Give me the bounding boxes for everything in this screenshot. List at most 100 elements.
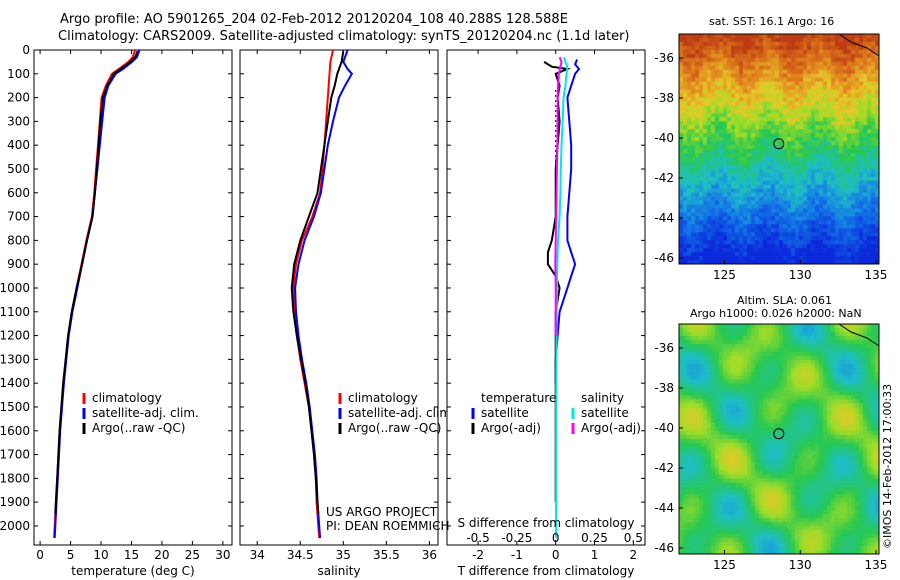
sst_map-cell (723, 152, 728, 158)
sst_map-cell (771, 45, 776, 51)
sst_map-cell (863, 89, 868, 94)
sst_map-cell (835, 172, 840, 178)
sst_map-cell (703, 224, 708, 229)
sla_map-cell (803, 367, 808, 372)
sst_map-cell (787, 212, 792, 217)
sla_map-cell (815, 391, 820, 396)
sst_map-cell (835, 156, 840, 162)
sst_map-cell (755, 61, 760, 67)
sst_map-cell (831, 109, 836, 114)
sst_map-cell (831, 81, 836, 86)
sla_map-cell (847, 407, 852, 412)
sst_map-cell (711, 236, 716, 241)
sst_map-cell (719, 81, 724, 86)
sst_map-cell (811, 220, 816, 225)
sla_map-cell (711, 363, 716, 368)
sst_map-cell (775, 200, 780, 205)
sla_map-cell (807, 351, 812, 357)
sla_map-cell (699, 403, 704, 408)
sst_map-cell (791, 145, 796, 150)
sla_map-cell (767, 446, 772, 452)
sla_map-cell (771, 391, 776, 396)
sst_map-cell (687, 73, 692, 78)
sst_map-cell (691, 180, 696, 185)
sla_map-cell (823, 383, 828, 388)
sst_map-cell (867, 105, 872, 110)
sla_map-cell (743, 403, 748, 408)
sst_map-cell (775, 172, 780, 178)
sst_map-cell (679, 97, 684, 102)
sla_map-cell (703, 427, 708, 432)
sla_map-cell (779, 466, 784, 472)
sst_map-cell (723, 192, 728, 197)
sst_map-cell (735, 65, 740, 70)
sst_map-cell (839, 160, 844, 166)
sst_map-cell (699, 160, 704, 166)
sla_map-cell (679, 324, 684, 329)
sla_map-cell (871, 347, 876, 353)
sst_map-cell (727, 125, 732, 130)
sla_map-cell (683, 411, 688, 416)
sla_map-cell (815, 419, 820, 424)
sst_map-cell (739, 220, 744, 225)
sla_map-cell (867, 375, 872, 380)
sst_map-cell (791, 89, 796, 94)
sst_map-cell (867, 93, 872, 98)
sla_map-cell (819, 395, 824, 400)
sla_map-cell (679, 431, 684, 436)
sla_map-cell (755, 462, 760, 468)
sst_map-cell (731, 137, 736, 142)
sst_map-cell (751, 85, 756, 90)
sla_map-cell (807, 411, 812, 416)
sla_map-cell (831, 351, 836, 357)
sst_map-cell (859, 244, 864, 249)
sst_map-cell (843, 53, 848, 59)
sst_map-cell (799, 236, 804, 241)
sst_map-cell (803, 133, 808, 138)
sst_map-cell (799, 145, 804, 150)
sst_map-cell (843, 101, 848, 106)
sla_map-cell (847, 431, 852, 436)
sla_map-cell (787, 395, 792, 400)
sla_map-cell (683, 458, 688, 464)
sst_map-cell (835, 73, 840, 78)
sla_map-cell (843, 435, 848, 440)
sla_map-cell (711, 351, 716, 357)
sst_map-cell (795, 168, 800, 174)
sst_map-cell (751, 156, 756, 162)
sst_map-cell (679, 184, 684, 189)
sst_map-cell (699, 109, 704, 114)
sla_map-cell (731, 339, 736, 345)
sst_map-cell (791, 113, 796, 118)
sst_map-cell (823, 192, 828, 197)
sst_map-cell (835, 45, 840, 51)
sst_map-cell (827, 97, 832, 102)
sla_map-cell (863, 359, 868, 364)
sst_map-cell (703, 93, 708, 98)
sst_map-cell (727, 85, 732, 90)
sst_map-cell (743, 117, 748, 122)
sla_map-cell (683, 415, 688, 420)
sst_map-cell (691, 97, 696, 102)
sst_map-cell (783, 220, 788, 225)
sst_map-cell (759, 77, 764, 82)
sla_map-cell (695, 427, 700, 432)
sst_map-cell (779, 208, 784, 213)
sla_map-cell (727, 375, 732, 380)
sla_map-cell (839, 335, 844, 341)
sla_map-cell (763, 399, 768, 404)
sst_map-cell (767, 141, 772, 146)
sst_map-cell (831, 105, 836, 110)
sst_map-cell (747, 145, 752, 150)
sst_map-cell (807, 37, 812, 43)
sst_map-cell (847, 208, 852, 213)
sst_map-cell (807, 232, 812, 237)
sst_map-cell (739, 113, 744, 118)
sla_map-cell (779, 351, 784, 357)
sla_map-cell (871, 462, 876, 468)
sst_map-cell (847, 113, 852, 118)
sla_map-cell (807, 454, 812, 460)
sla_map-cell (735, 407, 740, 412)
sla_map-cell (827, 379, 832, 384)
sla_map-cell (859, 391, 864, 396)
